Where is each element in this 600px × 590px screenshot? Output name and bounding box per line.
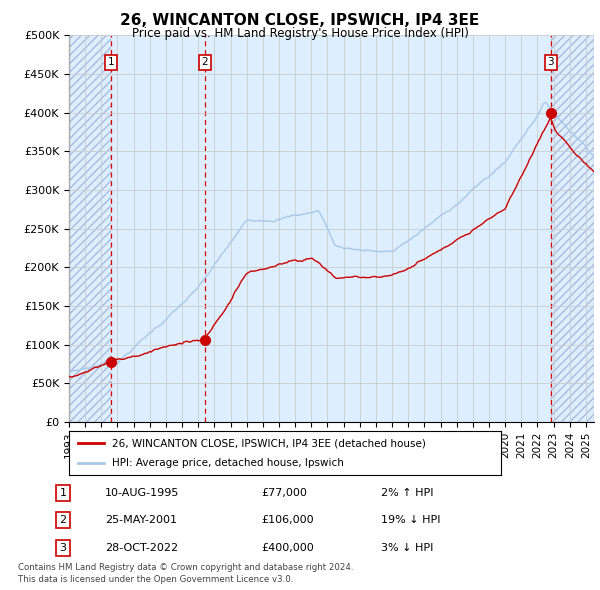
Bar: [205, 35, 551, 422]
Text: 2: 2: [202, 57, 208, 67]
Text: HPI: Average price, detached house, Ipswich: HPI: Average price, detached house, Ipsw…: [112, 458, 344, 467]
Text: 25-MAY-2001: 25-MAY-2001: [105, 516, 177, 525]
Text: Price paid vs. HM Land Registry's House Price Index (HPI): Price paid vs. HM Land Registry's House …: [131, 27, 469, 40]
Text: 3% ↓ HPI: 3% ↓ HPI: [381, 543, 433, 553]
Text: Contains HM Land Registry data © Crown copyright and database right 2024.: Contains HM Land Registry data © Crown c…: [18, 563, 353, 572]
Text: This data is licensed under the Open Government Licence v3.0.: This data is licensed under the Open Gov…: [18, 575, 293, 584]
Text: 3: 3: [59, 543, 67, 553]
Bar: [69, 35, 111, 422]
Text: 26, WINCANTON CLOSE, IPSWICH, IP4 3EE (detached house): 26, WINCANTON CLOSE, IPSWICH, IP4 3EE (d…: [112, 438, 426, 448]
Text: £77,000: £77,000: [261, 488, 307, 497]
Text: 10-AUG-1995: 10-AUG-1995: [105, 488, 179, 497]
Text: 2% ↑ HPI: 2% ↑ HPI: [381, 488, 433, 497]
Text: £106,000: £106,000: [261, 516, 314, 525]
Text: 28-OCT-2022: 28-OCT-2022: [105, 543, 178, 553]
Bar: [111, 35, 205, 422]
Text: 1: 1: [108, 57, 115, 67]
Text: 26, WINCANTON CLOSE, IPSWICH, IP4 3EE: 26, WINCANTON CLOSE, IPSWICH, IP4 3EE: [121, 13, 479, 28]
Bar: [551, 35, 594, 422]
Text: £400,000: £400,000: [261, 543, 314, 553]
Text: 3: 3: [547, 57, 554, 67]
Text: 19% ↓ HPI: 19% ↓ HPI: [381, 516, 440, 525]
Text: 1: 1: [59, 488, 67, 497]
Text: 2: 2: [59, 516, 67, 525]
